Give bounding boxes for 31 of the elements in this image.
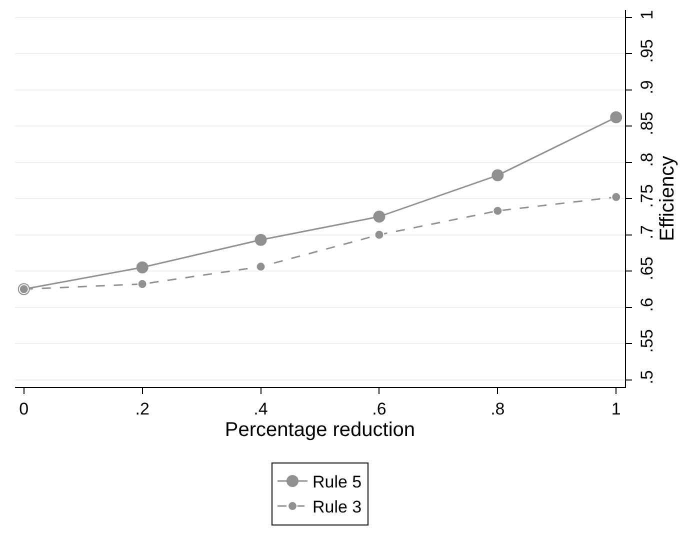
point — [492, 206, 503, 216]
y-tick-label: .8 — [637, 152, 656, 167]
y-tick-label: .7 — [637, 225, 656, 240]
x-tick-label: .6 — [372, 399, 386, 418]
legend-label: Rule 5 — [312, 472, 362, 492]
x-tick-label: 0 — [19, 399, 29, 418]
x-tick-label: .4 — [254, 399, 268, 418]
point — [611, 192, 622, 202]
y-tick-label: .9 — [637, 80, 656, 94]
y-tick-label: .6 — [637, 298, 656, 312]
legend-label: Rule 3 — [312, 498, 362, 517]
y-tick-label: 1 — [637, 10, 656, 20]
point — [137, 279, 148, 290]
point — [492, 169, 504, 182]
y-tick-label: .55 — [637, 329, 656, 353]
y-tick-label: .65 — [637, 256, 656, 280]
x-axis-title: Percentage reduction — [224, 418, 416, 441]
x-tick-label: 1 — [611, 399, 621, 418]
point — [610, 111, 622, 124]
point — [256, 262, 266, 272]
point — [374, 230, 384, 240]
y-axis-title: Efficiency — [656, 156, 678, 242]
y-tick-label: .85 — [637, 112, 656, 136]
point — [136, 261, 148, 274]
x-tick-label: .8 — [490, 399, 505, 418]
y-tick-label: .75 — [637, 184, 656, 208]
point — [373, 210, 386, 223]
y-tick-label: .95 — [637, 39, 656, 63]
y-tick-label: .5 — [637, 370, 656, 384]
point — [254, 234, 267, 246]
x-tick-label: .2 — [135, 399, 150, 418]
